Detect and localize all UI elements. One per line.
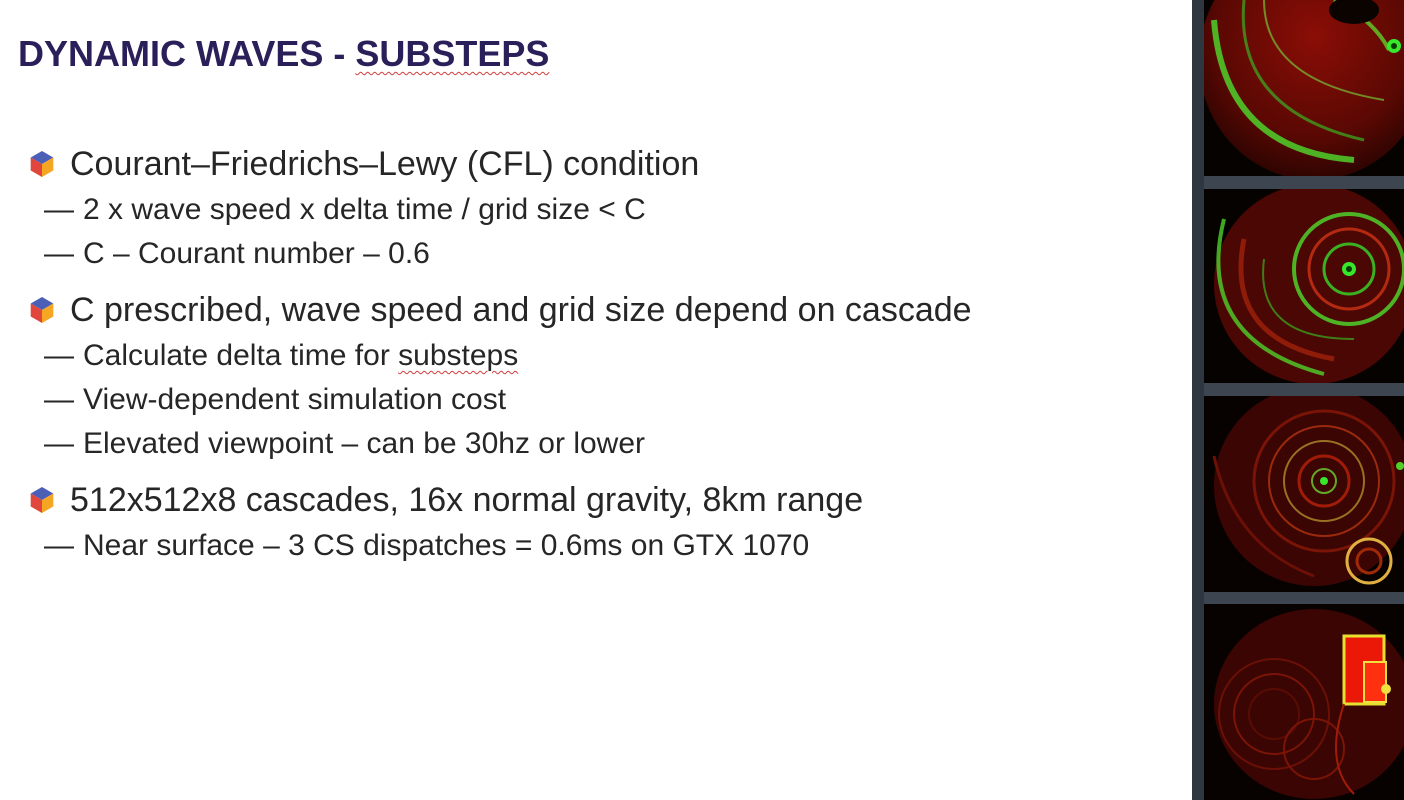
sub-bullet-underlined-word: substeps <box>398 339 519 372</box>
dash-marker: — <box>44 529 74 562</box>
bullet-text: 512x512x8 cascades, 16x normal gravity, … <box>70 481 864 519</box>
image-strip-edge <box>1192 0 1204 800</box>
sub-bullet-text: Elevated viewpoint – can be 30hz or lowe… <box>83 427 646 460</box>
dash-marker: — <box>44 237 74 270</box>
sub-bullet-text: Near surface – 3 CS dispatches = 0.6ms o… <box>83 529 810 562</box>
bullet-list: Courant–Friedrichs–Lewy (CFL) condition … <box>28 140 1148 568</box>
slide-title-underlined: SUBSTEPS <box>355 33 550 74</box>
bullet-item: Courant–Friedrichs–Lewy (CFL) condition <box>28 140 1148 188</box>
dash-marker: — <box>44 383 74 416</box>
sub-bullet-item: — 2 x wave speed x delta time / grid siz… <box>0 188 1148 232</box>
slide-title-main: DYNAMIC WAVES - <box>18 33 356 74</box>
sub-bullet-item: — Elevated viewpoint – can be 30hz or lo… <box>0 422 1148 466</box>
dash-marker: — <box>44 339 74 372</box>
sub-bullet-text: 2 x wave speed x delta time / grid size … <box>83 193 646 226</box>
wave-simulation-frame-3 <box>1204 396 1404 592</box>
slide-title: DYNAMIC WAVES - SUBSTEPS <box>18 32 549 76</box>
wave-simulation-frame-2 <box>1204 189 1404 383</box>
bullet-item: 512x512x8 cascades, 16x normal gravity, … <box>28 476 1148 524</box>
hexagon-bullet-icon <box>30 151 54 177</box>
dash-marker: — <box>44 193 74 226</box>
hexagon-bullet-icon <box>30 487 54 513</box>
sub-bullet-item: — C – Courant number – 0.6 <box>0 232 1148 276</box>
wave-simulation-frame-4 <box>1204 604 1404 800</box>
dash-marker: — <box>44 427 74 460</box>
sub-bullet-item: — Near surface – 3 CS dispatches = 0.6ms… <box>0 524 1148 568</box>
wave-simulation-frame-1 <box>1204 0 1404 176</box>
sub-bullet-text: C – Courant number – 0.6 <box>83 237 430 270</box>
hexagon-bullet-icon <box>30 297 54 323</box>
bullet-text: C prescribed, wave speed and grid size d… <box>70 291 972 329</box>
image-strip <box>1192 0 1404 800</box>
sub-bullet-item: — View-dependent simulation cost <box>0 378 1148 422</box>
bullet-item: C prescribed, wave speed and grid size d… <box>28 286 1148 334</box>
sub-bullet-text: View-dependent simulation cost <box>83 383 507 416</box>
sub-bullet-item: — Calculate delta time for substeps <box>0 334 1148 378</box>
sub-bullet-text: Calculate delta time for <box>83 339 399 372</box>
bullet-text: Courant–Friedrichs–Lewy (CFL) condition <box>70 145 700 183</box>
